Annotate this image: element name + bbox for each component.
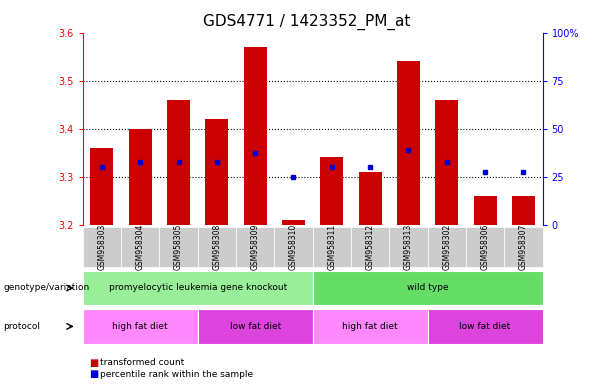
Bar <box>244 47 267 225</box>
Text: promyelocytic leukemia gene knockout: promyelocytic leukemia gene knockout <box>109 283 287 293</box>
Text: GSM958302: GSM958302 <box>442 223 451 270</box>
Bar <box>473 196 497 225</box>
Bar <box>359 172 381 225</box>
Text: GSM958307: GSM958307 <box>519 223 528 270</box>
Bar <box>167 100 190 225</box>
Bar <box>397 61 420 225</box>
Bar <box>91 148 113 225</box>
Text: GSM958303: GSM958303 <box>97 223 107 270</box>
Bar <box>282 220 305 225</box>
Bar <box>512 196 535 225</box>
Text: low fat diet: low fat diet <box>459 322 511 331</box>
Text: GSM958306: GSM958306 <box>481 223 490 270</box>
Text: protocol: protocol <box>3 322 40 331</box>
Text: high fat diet: high fat diet <box>112 322 168 331</box>
Text: GSM958313: GSM958313 <box>404 223 413 270</box>
Text: GSM958312: GSM958312 <box>365 223 375 270</box>
Text: GDS4771 / 1423352_PM_at: GDS4771 / 1423352_PM_at <box>203 13 410 30</box>
Text: ■: ■ <box>89 358 98 368</box>
Text: GSM958311: GSM958311 <box>327 223 337 270</box>
Bar <box>435 100 458 225</box>
Bar <box>205 119 229 225</box>
Text: GSM958308: GSM958308 <box>212 223 221 270</box>
Text: GSM958310: GSM958310 <box>289 223 298 270</box>
Bar <box>321 157 343 225</box>
Text: percentile rank within the sample: percentile rank within the sample <box>100 370 253 379</box>
Text: wild type: wild type <box>407 283 448 293</box>
Text: GSM958305: GSM958305 <box>174 223 183 270</box>
Text: transformed count: transformed count <box>100 358 184 367</box>
Text: genotype/variation: genotype/variation <box>3 283 89 293</box>
Text: ■: ■ <box>89 369 98 379</box>
Text: high fat diet: high fat diet <box>342 322 398 331</box>
Text: GSM958309: GSM958309 <box>251 223 260 270</box>
Bar <box>129 129 152 225</box>
Text: low fat diet: low fat diet <box>229 322 281 331</box>
Text: GSM958304: GSM958304 <box>135 223 145 270</box>
